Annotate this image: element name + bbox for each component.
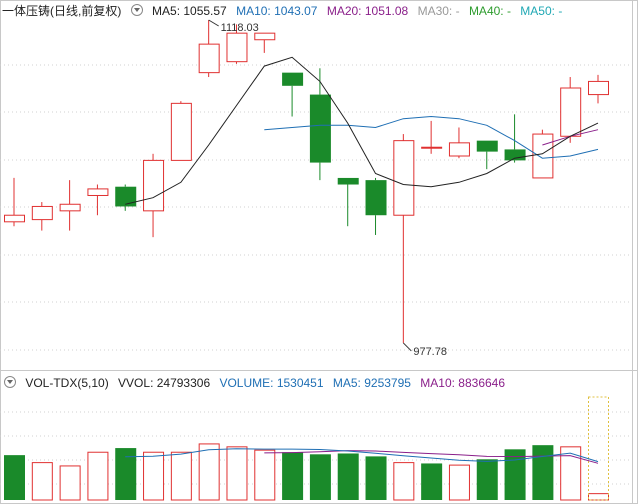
volume-chart-header: VOL-TDX(5,10) VVOL: 24793306 VOLUME: 153… — [4, 374, 511, 392]
candle-body-up — [421, 146, 443, 149]
candle-body-up — [393, 140, 415, 216]
volume-bar-up — [170, 451, 192, 501]
ma40-legend: MA40: - — [468, 4, 511, 18]
volume-bar-up — [448, 464, 470, 501]
candle-body-down — [337, 177, 359, 185]
ma10-line — [264, 115, 599, 159]
volume-bar-up — [59, 465, 81, 501]
candle-body-up — [170, 102, 192, 161]
candle-body-down — [504, 149, 526, 161]
candle-body-down — [282, 72, 304, 86]
ma50-legend: MA50: - — [520, 4, 563, 18]
price-chart-header: 一体压铸(日线,前复权) MA5: 1055.57 MA10: 1043.07 … — [2, 2, 568, 20]
volume-bar-down — [421, 463, 443, 500]
virtual-volume-bar — [588, 396, 609, 501]
volume-bar-up — [226, 446, 248, 501]
candle-body-down — [115, 186, 137, 207]
volume-ma5-line — [125, 448, 599, 463]
volume-legend: VOLUME: 1530451 — [219, 376, 324, 390]
ma5-line — [125, 56, 599, 205]
candle-body-up — [143, 159, 165, 212]
volume-bar-up — [393, 462, 415, 501]
candle-body-up — [198, 43, 220, 74]
volume-bar-down — [115, 448, 137, 500]
candle-body-down — [309, 94, 331, 163]
settings-gear-icon[interactable] — [130, 4, 143, 16]
low-price-label: 977.78 — [413, 346, 447, 358]
ma5-legend: MA5: 1055.57 — [152, 4, 227, 18]
high-price-label: 1118.03 — [221, 22, 259, 34]
vvol-legend: VVOL: 24793306 — [118, 376, 211, 390]
candle-body-up — [226, 32, 248, 63]
instrument-title: 一体压铸(日线,前复权) — [2, 4, 122, 18]
vol-ma10-legend: MA10: 8836646 — [420, 376, 506, 390]
volume-bar-down — [365, 456, 387, 500]
candle-body-up — [560, 87, 582, 137]
candle-body-up — [31, 205, 53, 221]
candle-body-up — [87, 188, 109, 196]
candle-body-up — [448, 142, 470, 157]
volume-settings-gear-icon[interactable] — [4, 376, 16, 388]
volume-bar-up — [560, 446, 582, 501]
vol-ma5-legend: MA5: 9253795 — [332, 376, 411, 390]
candle-body-up — [4, 214, 25, 223]
volume-bar-down — [282, 452, 304, 500]
volume-bar-up — [31, 462, 53, 501]
volume-bar-up — [198, 443, 220, 501]
volume-bar-up — [87, 451, 109, 501]
volume-bar-down — [309, 454, 331, 500]
candle-body-up — [254, 32, 276, 41]
ma10-legend: MA10: 1043.07 — [236, 4, 318, 18]
volume-bar-down — [532, 445, 554, 500]
volume-bar-down — [4, 455, 25, 500]
volume-bar-down — [337, 453, 359, 500]
candle-body-up — [532, 133, 554, 179]
vol-indicator-title: VOL-TDX(5,10) — [25, 376, 109, 390]
ma30-legend: MA30: - — [417, 4, 460, 18]
volume-bar-up — [254, 449, 276, 501]
candle-body-up — [588, 80, 609, 96]
low-pointer — [402, 342, 412, 352]
volume-bar-down — [504, 449, 526, 500]
volume-bar-down — [476, 459, 498, 500]
volume-bar-up — [143, 451, 165, 501]
high-pointer — [208, 19, 219, 27]
candle-body-down — [476, 140, 498, 152]
ma20-legend: MA20: 1051.08 — [326, 4, 409, 18]
volume-bar-up — [588, 493, 609, 501]
candle-body-up — [59, 203, 81, 212]
candle-body-down — [365, 180, 387, 216]
